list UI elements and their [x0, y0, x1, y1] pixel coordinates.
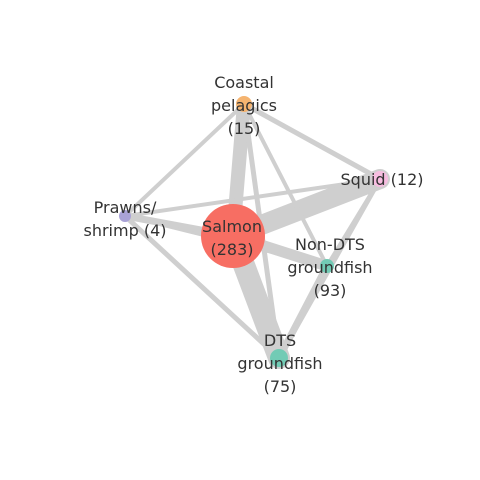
nodes-layer	[119, 96, 388, 367]
edge-prawns-squid	[123, 177, 382, 218]
node-label-line: DTS	[264, 331, 296, 350]
node-label-line: (283)	[210, 240, 253, 259]
node-label-squid: Squid (12)	[341, 170, 424, 189]
node-dts	[270, 349, 288, 367]
edge-dts-prawns	[122, 213, 282, 361]
node-label-coastal: Coastal pelagics (15)	[211, 73, 277, 138]
node-label-dts: DTS groundfish (75)	[237, 331, 322, 396]
node-label-line: shrimp (4)	[84, 221, 167, 240]
node-nondts	[320, 259, 334, 273]
edge-nondts-squid	[325, 177, 382, 268]
node-prawns	[119, 210, 131, 222]
node-label-prawns: Prawns/shrimp (4)	[84, 198, 167, 240]
node-salmon	[201, 204, 265, 268]
edge-coastal-squid	[241, 101, 383, 182]
node-label-salmon: Salmon (283)	[202, 217, 262, 259]
node-coastal	[236, 96, 252, 112]
node-label-line: groundfish	[287, 258, 372, 277]
node-label-line: Prawns/	[94, 198, 157, 217]
node-label-line: pelagics	[211, 96, 277, 115]
labels-layer: Coastal pelagics (15) Squid (12) Prawns/shri…	[84, 73, 424, 396]
node-label-line: Non-DTS	[295, 235, 365, 254]
node-label-line: Coastal	[214, 73, 274, 92]
node-label-line: (75)	[264, 377, 297, 396]
node-label-line: (15)	[228, 119, 261, 138]
edge-coastal-nondts	[242, 102, 329, 268]
node-label-nondts: Non-DTS groundfish (93)	[287, 235, 372, 300]
node-label-line: Salmon	[202, 217, 262, 236]
node-label-line: (93)	[314, 281, 347, 300]
node-squid	[372, 171, 388, 187]
edge-coastal-prawns	[123, 102, 246, 218]
node-label-line: Squid (12)	[341, 170, 424, 189]
node-label-line: groundfish	[237, 354, 322, 373]
